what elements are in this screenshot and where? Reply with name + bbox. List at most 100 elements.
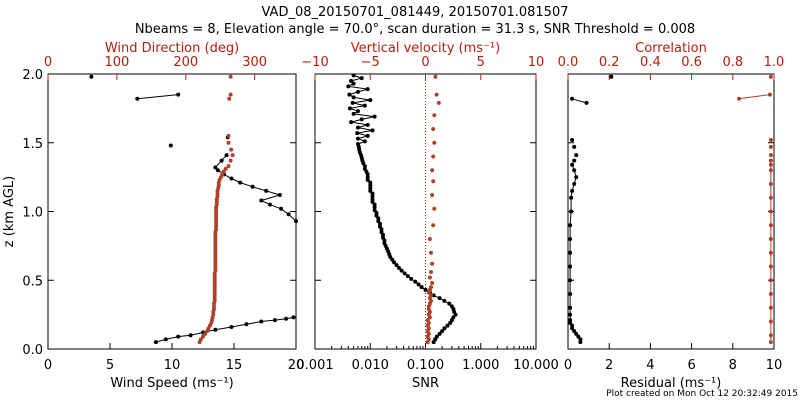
data-point bbox=[168, 143, 173, 148]
data-point bbox=[768, 237, 773, 241]
data-point bbox=[351, 95, 356, 100]
data-point bbox=[609, 74, 614, 79]
bottom-tick-label: 0.001 bbox=[296, 358, 333, 373]
data-point bbox=[568, 278, 573, 283]
bottom-tick-label: 1.000 bbox=[462, 358, 499, 373]
data-point bbox=[349, 120, 354, 125]
bottom-tick-label: 0.100 bbox=[407, 358, 444, 373]
data-point bbox=[349, 78, 354, 83]
data-point bbox=[768, 153, 773, 158]
top-axis-label: Correlation bbox=[635, 41, 707, 56]
data-point bbox=[244, 322, 249, 327]
data-point bbox=[434, 334, 439, 339]
data-point bbox=[442, 326, 447, 331]
data-point bbox=[451, 315, 456, 320]
data-point bbox=[348, 106, 352, 111]
data-point bbox=[356, 109, 360, 114]
data-point bbox=[374, 210, 379, 215]
data-point bbox=[259, 319, 264, 324]
data-point bbox=[768, 292, 773, 296]
series-line bbox=[738, 94, 770, 100]
data-point bbox=[163, 337, 168, 342]
data-point bbox=[238, 180, 243, 185]
data-point bbox=[250, 184, 255, 189]
data-point bbox=[768, 158, 773, 163]
data-point bbox=[203, 331, 208, 336]
top-tick-label: 100 bbox=[104, 55, 129, 70]
data-point bbox=[432, 206, 437, 211]
data-point bbox=[365, 177, 370, 182]
data-point bbox=[416, 282, 421, 287]
data-point bbox=[427, 237, 432, 241]
data-point bbox=[423, 287, 428, 292]
data-point bbox=[365, 87, 370, 92]
data-point bbox=[372, 114, 377, 119]
top-tick-label: 0.2 bbox=[599, 55, 620, 70]
series-line bbox=[571, 98, 587, 104]
data-point bbox=[272, 318, 277, 323]
bottom-tick-label: 20 bbox=[288, 358, 305, 373]
data-point bbox=[430, 168, 435, 173]
data-point bbox=[214, 210, 219, 215]
data-point bbox=[346, 84, 351, 89]
data-point bbox=[574, 331, 579, 336]
data-point bbox=[212, 293, 217, 298]
data-point bbox=[570, 162, 575, 167]
data-point bbox=[362, 166, 367, 171]
top-tick-label: −10 bbox=[301, 55, 328, 70]
series-line bbox=[155, 316, 294, 343]
top-tick-label: 10 bbox=[528, 55, 545, 70]
data-point bbox=[737, 96, 741, 101]
data-point bbox=[215, 194, 220, 199]
data-point bbox=[214, 216, 219, 221]
data-point bbox=[213, 260, 218, 265]
data-point bbox=[226, 140, 231, 145]
data-point bbox=[356, 89, 360, 94]
data-point bbox=[213, 232, 218, 237]
data-point bbox=[370, 199, 375, 204]
data-point bbox=[201, 334, 205, 339]
data-point bbox=[570, 96, 575, 101]
data-point bbox=[279, 206, 284, 211]
bottom-tick-label: 10.000 bbox=[513, 358, 559, 373]
top-tick-label: 200 bbox=[173, 55, 198, 70]
data-point bbox=[767, 92, 772, 97]
data-point bbox=[449, 304, 454, 309]
bottom-tick-label: 10 bbox=[766, 358, 783, 373]
snr-panel: 0.001 0.010 0.100 1.000 10.000 SNR −10 −5 0 5 10 Ve… bbox=[296, 41, 558, 391]
data-point bbox=[569, 195, 574, 200]
data-point bbox=[768, 209, 773, 214]
data-point bbox=[572, 168, 577, 173]
data-point bbox=[212, 282, 217, 287]
data-point bbox=[230, 153, 235, 158]
data-point bbox=[356, 142, 360, 147]
data-point bbox=[351, 81, 356, 86]
data-point bbox=[430, 281, 435, 285]
data-point bbox=[768, 250, 773, 255]
top-tick-label: 300 bbox=[242, 55, 267, 70]
data-point bbox=[286, 212, 291, 217]
data-point bbox=[213, 249, 218, 254]
data-point bbox=[362, 103, 367, 108]
top-tick-label: 1.0 bbox=[764, 55, 785, 70]
data-point bbox=[370, 191, 375, 196]
data-point bbox=[355, 131, 360, 136]
data-point bbox=[259, 198, 264, 203]
data-point bbox=[576, 334, 581, 339]
data-point bbox=[432, 113, 437, 118]
data-point bbox=[768, 162, 773, 167]
figure-title: VAD_08_20150701_081449, 20150701.081507 bbox=[262, 5, 569, 20]
bottom-tick-label: 0 bbox=[44, 358, 52, 373]
top-tick-label: 0 bbox=[421, 55, 429, 70]
data-point bbox=[570, 326, 575, 331]
top-axis-label: Wind Direction (deg) bbox=[105, 41, 239, 56]
data-point bbox=[212, 287, 217, 292]
data-point bbox=[370, 194, 375, 199]
data-point bbox=[213, 327, 218, 332]
y-tick-label: 0.5 bbox=[22, 274, 43, 289]
data-point bbox=[768, 223, 773, 228]
data-point bbox=[431, 127, 436, 131]
data-point bbox=[570, 188, 575, 193]
data-point bbox=[433, 74, 438, 79]
data-point bbox=[372, 202, 377, 207]
